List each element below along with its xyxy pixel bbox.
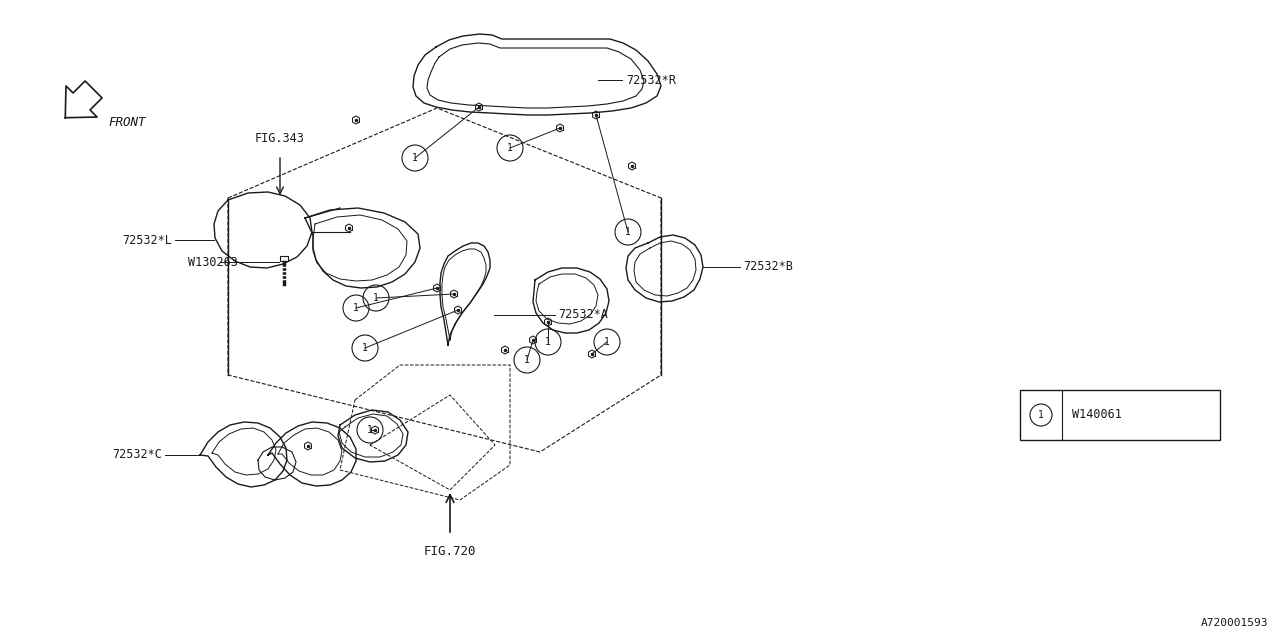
Text: 1: 1: [507, 143, 513, 153]
Text: 72532*R: 72532*R: [626, 74, 676, 86]
Text: W140061: W140061: [1073, 408, 1121, 422]
Text: 1: 1: [524, 355, 530, 365]
Text: 1: 1: [367, 425, 372, 435]
Text: FIG.343: FIG.343: [255, 132, 305, 145]
Bar: [280, 256, 288, 261]
Text: 1: 1: [1038, 410, 1044, 420]
Text: 1: 1: [545, 337, 550, 347]
Text: 1: 1: [372, 293, 379, 303]
Text: 72532*B: 72532*B: [742, 260, 792, 273]
Text: 1: 1: [353, 303, 358, 313]
Text: FRONT: FRONT: [108, 116, 146, 129]
Text: 1: 1: [625, 227, 631, 237]
Text: A720001593: A720001593: [1201, 618, 1268, 628]
Text: W130263: W130263: [188, 255, 238, 269]
Text: FIG.720: FIG.720: [424, 545, 476, 558]
Text: 1: 1: [412, 153, 419, 163]
Text: 72532*C: 72532*C: [113, 449, 163, 461]
Text: 72532*L: 72532*L: [122, 234, 172, 246]
Text: 1: 1: [362, 343, 367, 353]
Bar: [1020, 390, 1220, 440]
Text: 1: 1: [604, 337, 611, 347]
Text: 72532*A: 72532*A: [558, 308, 608, 321]
